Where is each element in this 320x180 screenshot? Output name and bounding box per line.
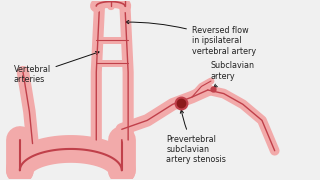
Text: Prevertebral
subclavian
artery stenosis: Prevertebral subclavian artery stenosis [166, 110, 226, 165]
Text: Vertebral
arteries: Vertebral arteries [13, 51, 99, 84]
Text: Subclavian
artery: Subclavian artery [211, 61, 255, 87]
Text: Reversed flow
in ipsilateral
vertebral artery: Reversed flow in ipsilateral vertebral a… [126, 21, 256, 55]
